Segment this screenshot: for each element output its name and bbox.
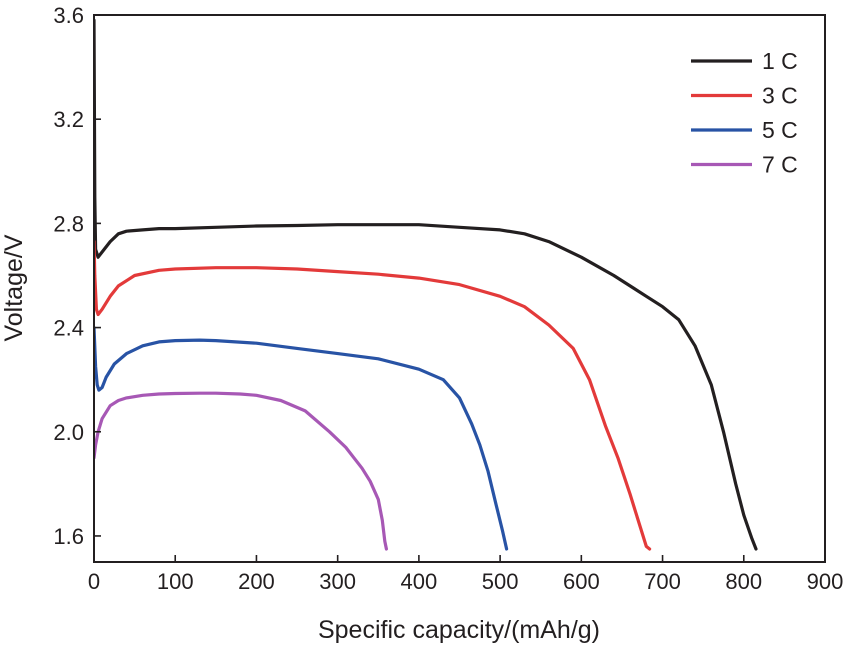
legend-label: 5 C (762, 117, 798, 143)
x-tick-label: 900 (807, 569, 844, 594)
y-tick-label: 3.6 (53, 3, 84, 28)
series-line-1 (94, 18, 758, 551)
x-axis-title: Specific capacity/(mAh/g) (318, 616, 600, 644)
y-tick-label: 1.6 (53, 524, 84, 549)
y-tick-label: 3.2 (53, 107, 84, 132)
x-tick-label: 600 (563, 569, 600, 594)
x-tick-label: 800 (725, 569, 762, 594)
series-line-3 (94, 326, 509, 551)
y-tick-label: 2.4 (53, 316, 84, 341)
x-tick-label: 300 (319, 569, 356, 594)
x-tick-label: 700 (644, 569, 681, 594)
y-axis-title: Voltage/V (0, 234, 28, 341)
legend-label: 1 C (762, 48, 798, 74)
x-axis-ticks: 0 100 200 300 400 500 600 700 800 900 (88, 555, 843, 594)
y-axis-ticks: 1.6 2.0 2.4 2.8 3.2 3.6 (53, 3, 101, 549)
legend: 1 C 3 C 5 C 7 C (691, 48, 798, 178)
y-tick-label: 2.0 (53, 420, 84, 445)
y-tick-label: 2.8 (53, 211, 84, 236)
x-tick-label: 500 (482, 569, 519, 594)
series-line-4 (94, 391, 388, 551)
x-tick-label: 400 (401, 569, 438, 594)
x-tick-label: 100 (157, 569, 194, 594)
series-layer (94, 18, 758, 551)
plot-frame (93, 14, 826, 563)
x-tick-label: 0 (88, 569, 100, 594)
legend-label: 3 C (762, 83, 798, 109)
series-line-2 (94, 240, 652, 551)
x-tick-label: 200 (238, 569, 275, 594)
legend-label: 7 C (762, 152, 798, 178)
